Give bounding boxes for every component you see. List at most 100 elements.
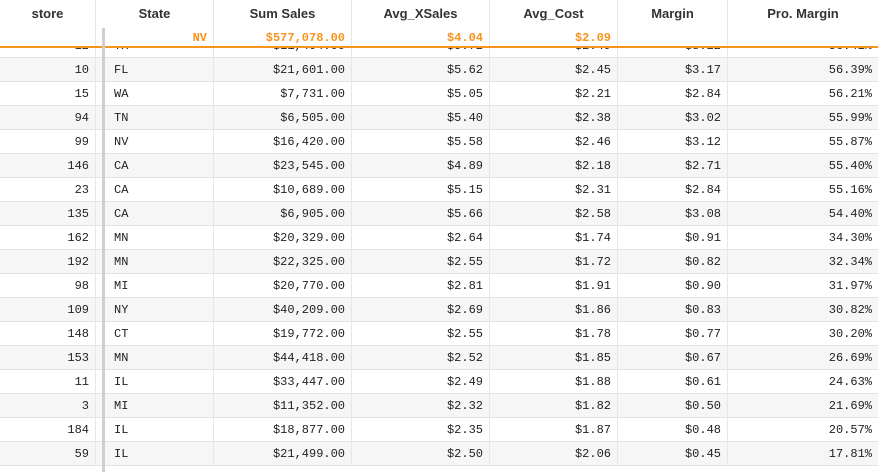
cell-avg-xsales[interactable]: $5.15: [352, 178, 490, 201]
table-row[interactable]: 192 MN $22,325.00 $2.55 $1.72 $0.82 32.34%: [0, 250, 878, 274]
cell-state[interactable]: TX: [105, 48, 214, 57]
cell-avg-cost[interactable]: $2.06: [490, 442, 618, 465]
cell-state[interactable]: FL: [105, 58, 214, 81]
cell-avg-cost[interactable]: $2.46: [490, 130, 618, 153]
cell-margin[interactable]: $0.61: [618, 370, 728, 393]
cell-store[interactable]: 135: [0, 202, 96, 225]
cell-state[interactable]: CA: [105, 178, 214, 201]
cell-avg-cost[interactable]: $2.21: [490, 82, 618, 105]
column-header-pro-margin[interactable]: Pro. Margin: [767, 6, 839, 21]
cell-state[interactable]: IL: [105, 370, 214, 393]
cell-store[interactable]: 162: [0, 226, 96, 249]
cell-avg-xsales[interactable]: $5.58: [352, 130, 490, 153]
cell-margin[interactable]: $3.22: [618, 48, 728, 57]
cell-store[interactable]: 192: [0, 250, 96, 273]
cell-store[interactable]: 153: [0, 346, 96, 369]
cell-sum-sales[interactable]: $18,877.00: [214, 418, 352, 441]
cell-sum-sales[interactable]: $19,772.00: [214, 322, 352, 345]
cell-sum-sales[interactable]: $11,352.00: [214, 394, 352, 417]
cell-avg-cost[interactable]: $1.86: [490, 298, 618, 321]
cell-margin[interactable]: $0.48: [618, 418, 728, 441]
table-row[interactable]: 146 CA $23,545.00 $4.89 $2.18 $2.71 55.40%: [0, 154, 878, 178]
cell-pro-margin[interactable]: 31.97%: [828, 279, 872, 293]
cell-pro-margin[interactable]: 55.87%: [828, 135, 872, 149]
cell-store[interactable]: 11: [0, 370, 96, 393]
cell-margin[interactable]: $3.12: [618, 130, 728, 153]
cell-avg-xsales[interactable]: $2.49: [352, 370, 490, 393]
cell-margin[interactable]: $0.50: [618, 394, 728, 417]
table-row[interactable]: 59 IL $21,499.00 $2.50 $2.06 $0.45 17.81%: [0, 442, 878, 466]
cell-state[interactable]: IL: [105, 442, 214, 465]
cell-avg-xsales[interactable]: $4.89: [352, 154, 490, 177]
cell-margin[interactable]: $0.90: [618, 274, 728, 297]
cell-margin[interactable]: $2.71: [618, 154, 728, 177]
cell-avg-xsales[interactable]: $2.32: [352, 394, 490, 417]
cell-avg-xsales[interactable]: $2.52: [352, 346, 490, 369]
cell-avg-xsales[interactable]: $2.81: [352, 274, 490, 297]
cell-sum-sales[interactable]: $23,545.00: [214, 154, 352, 177]
cell-store[interactable]: 12: [0, 48, 96, 57]
cell-pro-margin[interactable]: 34.30%: [828, 231, 872, 245]
cell-store[interactable]: 184: [0, 418, 96, 441]
cell-pro-margin[interactable]: 55.99%: [828, 111, 872, 125]
cell-state[interactable]: MN: [105, 250, 214, 273]
table-row[interactable]: 99 NV $16,420.00 $5.58 $2.46 $3.12 55.87%: [0, 130, 878, 154]
cell-margin[interactable]: $2.84: [618, 178, 728, 201]
cell-avg-cost[interactable]: $1.82: [490, 394, 618, 417]
table-row[interactable]: 153 MN $44,418.00 $2.52 $1.85 $0.67 26.69%: [0, 346, 878, 370]
cell-state[interactable]: TN: [105, 106, 214, 129]
cell-sum-sales[interactable]: $20,329.00: [214, 226, 352, 249]
cell-margin[interactable]: $0.91: [618, 226, 728, 249]
frozen-column-divider[interactable]: [102, 28, 105, 472]
cell-margin[interactable]: $3.17: [618, 58, 728, 81]
table-row[interactable]: 23 CA $10,689.00 $5.15 $2.31 $2.84 55.16%: [0, 178, 878, 202]
cell-margin[interactable]: $0.45: [618, 442, 728, 465]
cell-sum-sales[interactable]: $21,601.00: [214, 58, 352, 81]
cell-pro-margin[interactable]: 17.81%: [828, 447, 872, 461]
cell-margin[interactable]: $0.77: [618, 322, 728, 345]
cell-pro-margin[interactable]: 30.20%: [828, 327, 872, 341]
cell-sum-sales[interactable]: $44,418.00: [214, 346, 352, 369]
column-header-store[interactable]: store: [0, 0, 96, 28]
cell-state[interactable]: WA: [105, 82, 214, 105]
cell-avg-xsales[interactable]: $2.55: [352, 250, 490, 273]
column-header-avg-cost[interactable]: Avg_Cost: [490, 0, 618, 28]
cell-state[interactable]: MN: [105, 226, 214, 249]
cell-margin[interactable]: $2.84: [618, 82, 728, 105]
cell-pro-margin[interactable]: 24.63%: [828, 375, 872, 389]
cell-avg-cost[interactable]: $1.91: [490, 274, 618, 297]
cell-sum-sales[interactable]: $16,420.00: [214, 130, 352, 153]
table-row[interactable]: 162 MN $20,329.00 $2.64 $1.74 $0.91 34.30%: [0, 226, 878, 250]
cell-pro-margin[interactable]: 30.82%: [828, 303, 872, 317]
cell-margin[interactable]: $0.83: [618, 298, 728, 321]
cell-store[interactable]: 59: [0, 442, 96, 465]
cell-avg-cost[interactable]: $2.31: [490, 178, 618, 201]
cell-sum-sales[interactable]: $40,209.00: [214, 298, 352, 321]
table-row[interactable]: 135 CA $6,905.00 $5.66 $2.58 $3.08 54.40%: [0, 202, 878, 226]
cell-avg-cost[interactable]: $2.18: [490, 154, 618, 177]
cell-pro-margin[interactable]: 20.57%: [828, 423, 872, 437]
table-row[interactable]: 3 MI $11,352.00 $2.32 $1.82 $0.50 21.69%: [0, 394, 878, 418]
cell-avg-cost[interactable]: $1.85: [490, 346, 618, 369]
cell-avg-cost[interactable]: $2.38: [490, 106, 618, 129]
table-row[interactable]: 12 TX$11,404.00$5.72$2.49$3.2256.41%: [0, 48, 878, 58]
cell-margin[interactable]: $0.67: [618, 346, 728, 369]
cell-sum-sales[interactable]: $11,404.00: [214, 48, 352, 57]
cell-avg-cost[interactable]: $1.87: [490, 418, 618, 441]
cell-sum-sales[interactable]: $10,689.00: [214, 178, 352, 201]
cell-state[interactable]: NV: [105, 130, 214, 153]
cell-avg-cost[interactable]: $2.45: [490, 58, 618, 81]
cell-sum-sales[interactable]: $6,505.00: [214, 106, 352, 129]
cell-avg-cost[interactable]: $1.88: [490, 370, 618, 393]
cell-avg-cost[interactable]: $1.74: [490, 226, 618, 249]
column-header-sum-sales[interactable]: Sum Sales: [214, 0, 352, 28]
cell-store[interactable]: 23: [0, 178, 96, 201]
cell-state[interactable]: MI: [105, 394, 214, 417]
cell-state[interactable]: MI: [105, 274, 214, 297]
cell-sum-sales[interactable]: $6,905.00: [214, 202, 352, 225]
cell-sum-sales[interactable]: $20,770.00: [214, 274, 352, 297]
table-body[interactable]: 12TX$11,404.00$5.72$2.49$3.2256.41%10FL$…: [0, 48, 878, 472]
cell-state[interactable]: CA: [105, 202, 214, 225]
cell-margin[interactable]: $3.02: [618, 106, 728, 129]
cell-sum-sales[interactable]: $33,447.00: [214, 370, 352, 393]
